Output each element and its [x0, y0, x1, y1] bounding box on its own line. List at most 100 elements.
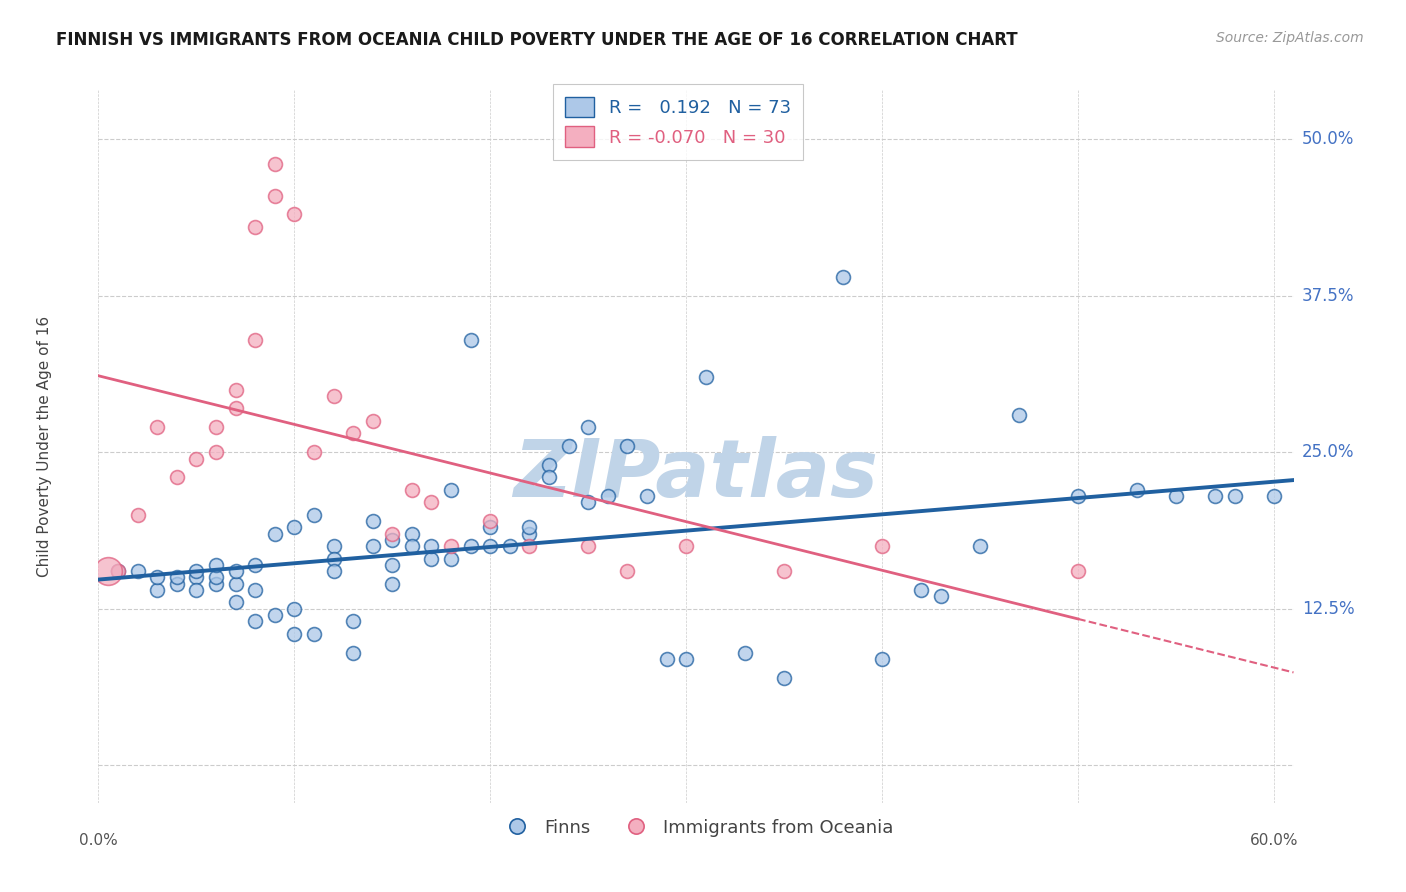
Point — [107, 564, 129, 578]
Point — [205, 576, 228, 591]
Point — [576, 539, 599, 553]
Text: Child Poverty Under the Age of 16: Child Poverty Under the Age of 16 — [37, 316, 52, 576]
Point — [283, 207, 305, 221]
Point — [107, 564, 129, 578]
Point — [302, 445, 325, 459]
Point — [910, 582, 932, 597]
Point — [186, 570, 208, 584]
Text: 25.0%: 25.0% — [1302, 443, 1354, 461]
Point — [225, 564, 247, 578]
Point — [773, 564, 796, 578]
Point — [127, 564, 149, 578]
Point — [342, 426, 364, 441]
Text: FINNISH VS IMMIGRANTS FROM OCEANIA CHILD POVERTY UNDER THE AGE OF 16 CORRELATION: FINNISH VS IMMIGRANTS FROM OCEANIA CHILD… — [56, 31, 1018, 49]
Point — [401, 539, 423, 553]
Point — [870, 539, 893, 553]
Point — [146, 570, 169, 584]
Point — [243, 582, 266, 597]
Point — [263, 188, 285, 202]
Point — [342, 646, 364, 660]
Point — [302, 627, 325, 641]
Point — [1067, 489, 1090, 503]
Point — [537, 458, 560, 472]
Text: 12.5%: 12.5% — [1302, 599, 1354, 618]
Point — [205, 558, 228, 572]
Point — [1164, 489, 1187, 503]
Point — [519, 539, 541, 553]
Point — [322, 551, 344, 566]
Point — [675, 652, 697, 666]
Point — [596, 489, 619, 503]
Point — [361, 414, 384, 428]
Point — [205, 570, 228, 584]
Point — [243, 558, 266, 572]
Point — [420, 539, 443, 553]
Text: 50.0%: 50.0% — [1302, 130, 1354, 148]
Point — [1008, 408, 1031, 422]
Text: 60.0%: 60.0% — [1250, 833, 1298, 848]
Point — [479, 539, 502, 553]
Legend: Finns, Immigrants from Oceania: Finns, Immigrants from Oceania — [492, 812, 900, 844]
Point — [401, 483, 423, 497]
Point — [283, 627, 305, 641]
Point — [205, 420, 228, 434]
Point — [440, 551, 463, 566]
Point — [460, 539, 482, 553]
Point — [322, 539, 344, 553]
Point — [773, 671, 796, 685]
Point — [557, 439, 579, 453]
Point — [186, 451, 208, 466]
Point — [460, 333, 482, 347]
Point — [440, 539, 463, 553]
Point — [1126, 483, 1149, 497]
Point — [263, 526, 285, 541]
Point — [695, 370, 717, 384]
Point — [381, 576, 404, 591]
Point — [1263, 489, 1285, 503]
Point — [283, 520, 305, 534]
Point — [263, 157, 285, 171]
Point — [734, 646, 756, 660]
Point — [519, 526, 541, 541]
Point — [1223, 489, 1246, 503]
Point — [675, 539, 697, 553]
Point — [263, 607, 285, 622]
Point — [166, 470, 188, 484]
Point — [1204, 489, 1226, 503]
Point — [243, 219, 266, 234]
Text: Source: ZipAtlas.com: Source: ZipAtlas.com — [1216, 31, 1364, 45]
Point — [479, 514, 502, 528]
Point — [322, 389, 344, 403]
Point — [225, 576, 247, 591]
Point — [97, 564, 120, 578]
Point — [929, 589, 952, 603]
Point — [243, 614, 266, 628]
Text: 0.0%: 0.0% — [79, 833, 118, 848]
Point — [832, 270, 855, 285]
Point — [225, 595, 247, 609]
Point — [969, 539, 991, 553]
Point — [576, 420, 599, 434]
Point — [636, 489, 658, 503]
Point — [381, 526, 404, 541]
Point — [302, 508, 325, 522]
Point — [420, 495, 443, 509]
Point — [576, 495, 599, 509]
Point — [166, 570, 188, 584]
Point — [655, 652, 678, 666]
Point — [519, 520, 541, 534]
Point — [499, 539, 522, 553]
Text: 37.5%: 37.5% — [1302, 286, 1354, 305]
Point — [322, 564, 344, 578]
Point — [186, 582, 208, 597]
Point — [401, 526, 423, 541]
Point — [381, 533, 404, 547]
Point — [616, 564, 638, 578]
Point — [225, 383, 247, 397]
Point — [146, 420, 169, 434]
Point — [146, 582, 169, 597]
Point — [870, 652, 893, 666]
Point — [616, 439, 638, 453]
Point — [420, 551, 443, 566]
Point — [243, 333, 266, 347]
